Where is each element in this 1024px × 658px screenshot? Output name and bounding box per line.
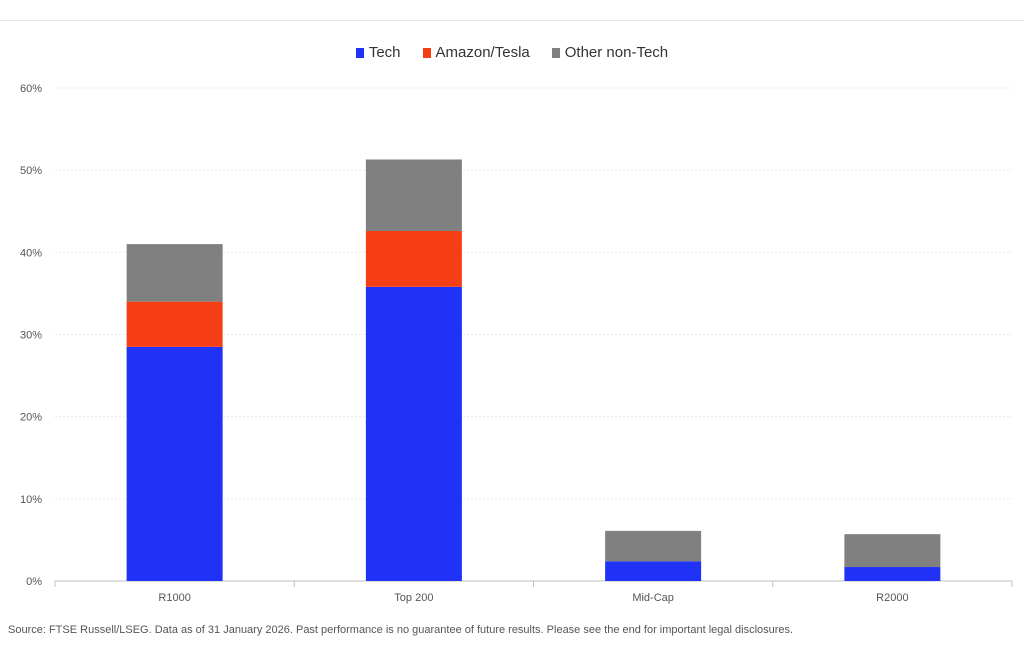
- bar-other-non-tech-mid-cap: [605, 530, 702, 562]
- legend-item-tech[interactable]: Tech: [355, 44, 401, 61]
- bar-other-non-tech-r2000: [844, 534, 941, 568]
- x-tick-label: Top 200: [394, 592, 433, 604]
- y-tick-label: 20%: [20, 412, 42, 424]
- y-tick-label: 50%: [20, 165, 42, 177]
- bar-other-non-tech-top-200: [365, 159, 462, 231]
- bar-amazon-tesla-top-200: [365, 230, 462, 287]
- source-footnote: Source: FTSE Russell/LSEG. Data as of 31…: [8, 624, 794, 636]
- legend-label-amazon-tesla: Amazon/Tesla: [435, 44, 530, 61]
- y-tick-label: 60%: [20, 83, 42, 95]
- bar-amazon-tesla-r1000: [126, 301, 223, 347]
- bar-other-non-tech-r1000: [126, 244, 223, 302]
- bar-tech-r1000: [126, 346, 223, 581]
- top-divider: [0, 20, 1024, 21]
- legend-swatch-other-non-tech: [551, 47, 560, 58]
- y-tick-label: 40%: [20, 247, 42, 259]
- y-tick-label: 30%: [20, 330, 42, 342]
- legend-item-amazon-tesla[interactable]: Amazon/Tesla: [422, 44, 530, 61]
- x-tick-label: Mid-Cap: [632, 592, 674, 604]
- y-tick-label: 0%: [26, 576, 42, 588]
- bar-tech-r2000: [844, 567, 941, 581]
- legend-swatch-tech: [355, 47, 364, 58]
- chart-legend: Tech Amazon/Tesla Other non-Tech: [0, 44, 1024, 61]
- x-tick-label: R1000: [158, 592, 190, 604]
- legend-item-other-non-tech[interactable]: Other non-Tech: [551, 44, 669, 61]
- y-tick-label: 10%: [20, 494, 42, 506]
- x-tick-label: R2000: [876, 592, 908, 604]
- bar-tech-top-200: [365, 286, 462, 581]
- bar-tech-mid-cap: [605, 561, 702, 581]
- legend-swatch-amazon-tesla: [422, 47, 431, 58]
- stacked-bar-chart: 0% 10% 20% 30% 40% 50% 60% R1000 Top 200 Mid-Cap R…: [20, 83, 1013, 604]
- legend-label-other-non-tech: Other non-Tech: [564, 44, 669, 61]
- legend-label-tech: Tech: [368, 44, 401, 61]
